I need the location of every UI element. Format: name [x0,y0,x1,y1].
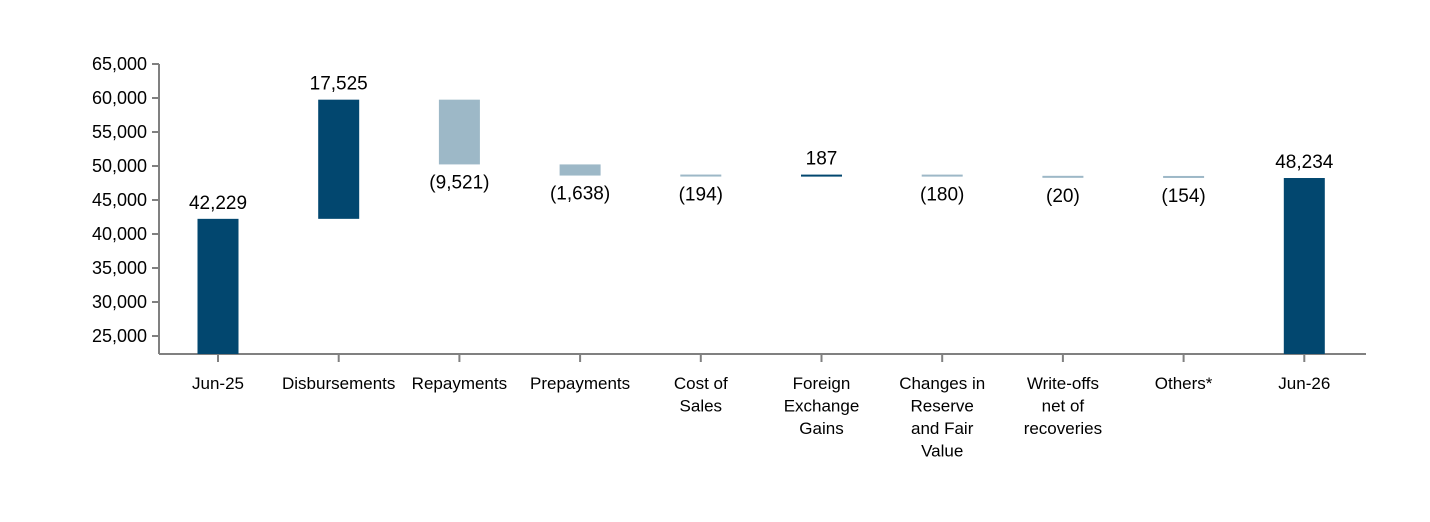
data-label: 48,234 [1275,152,1334,173]
x-tick-label-line: Jun-25 [192,374,244,393]
x-tick-label-line: net of [1042,397,1085,416]
data-label: (1,638) [550,184,610,205]
x-tick-label-line: Repayments [412,374,507,393]
data-label: (9,521) [429,172,489,193]
y-tick-label: 50,000 [92,156,147,176]
x-tick-label: Disbursements [282,374,395,393]
bar [680,174,722,177]
x-tick-label-line: Exchange [784,397,860,416]
bar [438,99,480,165]
bar [559,164,601,176]
x-tick-label-line: and Fair [911,419,974,438]
x-tick-label-line: Jun-26 [1278,374,1330,393]
x-tick-label: Changes in Reserve and Fair Value [899,374,985,461]
y-tick-label: 55,000 [92,122,147,142]
data-label: 17,525 [310,74,368,95]
x-tick-label-line: Prepayments [530,374,630,393]
y-tick-label: 60,000 [92,88,147,108]
bar [801,174,842,177]
x-tick-label: Jun-25 [192,374,244,393]
y-tick-label: 65,000 [92,54,147,74]
x-tick-label: Others* [1155,374,1213,393]
x-tick-label-line: Value [921,442,963,461]
data-label: 42,229 [189,193,247,214]
y-tick-label: 40,000 [92,224,147,244]
x-tick-label-line: Cost of [674,374,728,393]
x-tick-label: Cost of Sales [674,374,728,416]
x-tick-label-line: Disbursements [282,374,395,393]
bar [1283,178,1325,354]
x-tick-label-line: Reserve [911,397,974,416]
x-tick-label: Jun-26 [1278,374,1330,393]
x-tick-label: Foreign Exchange Gains [784,374,860,438]
bar [318,99,360,219]
x-tick-label: Repayments [412,374,507,393]
x-tick-label: Prepayments [530,374,630,393]
y-tick-label: 30,000 [92,292,147,312]
x-tick-label-line: Changes in [899,374,985,393]
x-tick-label-line: Sales [680,397,723,416]
x-tick-label-line: Others* [1155,374,1213,393]
data-label: (154) [1161,186,1205,207]
y-tick-label: 35,000 [92,258,147,278]
x-tick-label-line: Foreign [793,374,851,393]
data-label: (20) [1046,186,1080,207]
bar [1163,175,1205,178]
y-tick-label: 45,000 [92,190,147,210]
x-tick-label-line: recoveries [1024,419,1102,438]
x-tick-label: Write-offs net of recoveries [1024,374,1102,438]
x-tick-label-line: Write-offs [1027,374,1099,393]
data-label: 187 [806,149,838,170]
data-label: (180) [920,185,964,206]
bar [197,218,239,354]
x-tick-label-line: Gains [799,419,843,438]
data-label: (194) [679,185,723,206]
bar [921,174,963,177]
y-tick-label: 25,000 [92,326,147,346]
bar [1042,175,1084,178]
